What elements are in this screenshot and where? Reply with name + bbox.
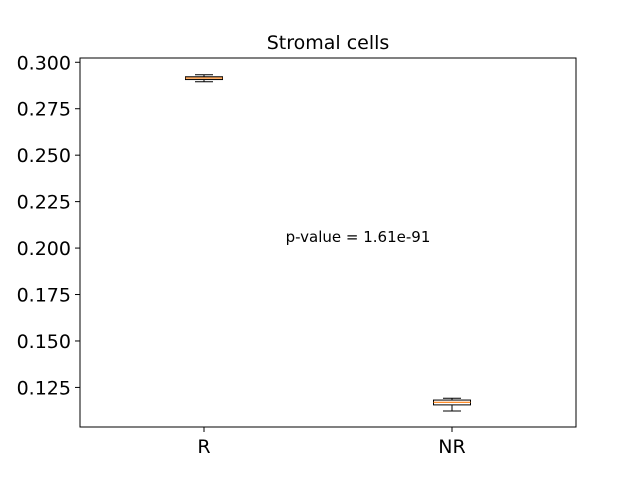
y-tick-label: 0.300: [17, 52, 71, 74]
y-tick-label: 0.275: [17, 99, 71, 121]
box-group-nr: [433, 397, 471, 412]
box-group-r: [185, 74, 223, 83]
y-tick-label: 0.175: [17, 285, 71, 307]
plot-layer: [185, 74, 471, 412]
axis-layer: 0.125 0.150 0.175 0.200 0.225 0.250 0.275 0.300…: [17, 52, 577, 458]
y-tick-label: 0.200: [17, 238, 71, 260]
y-tick-label: 0.125: [17, 377, 71, 399]
plot-frame: [79, 57, 577, 428]
chart-title: Stromal cells: [267, 32, 390, 54]
y-tick-label: 0.150: [17, 331, 71, 353]
y-tick-label: 0.225: [17, 192, 71, 214]
y-tick-label: 0.250: [17, 145, 71, 167]
x-tick-label: NR: [438, 436, 465, 458]
p-value-annotation: p-value = 1.61e-91: [286, 228, 431, 246]
x-tick-label: R: [197, 436, 210, 458]
